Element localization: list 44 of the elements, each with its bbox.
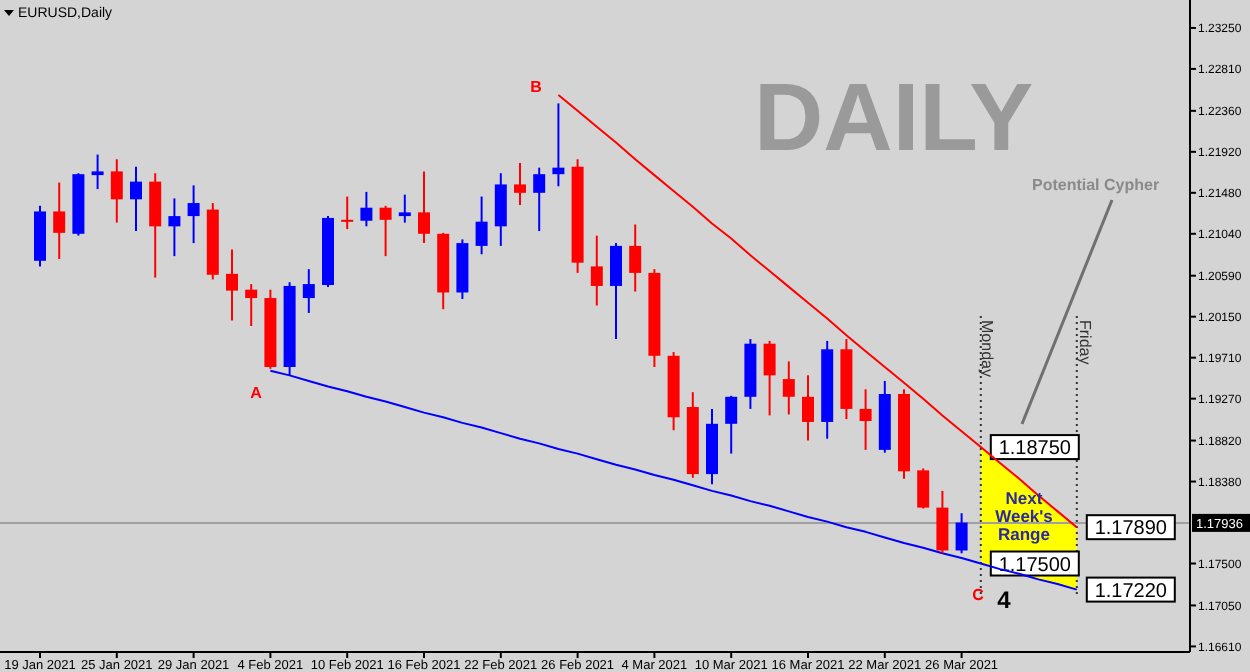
annotation: B [530,78,543,96]
candlestick [110,158,123,224]
candlestick [494,172,507,247]
candlestick [398,193,411,224]
candlestick [245,283,258,327]
annotation: Next Week's Range [995,488,1054,544]
data-label: 1.18750 [998,438,1072,461]
annotation: DAILY [754,66,1034,172]
annotation: Friday [1076,320,1094,365]
candlestick [360,190,373,228]
candlestick [802,374,814,442]
data-label: 1.17220 [1094,580,1168,603]
candlestick [302,268,315,314]
candlestick [341,195,354,231]
data-label: 1.17890 [1094,518,1168,541]
candlestick [418,170,430,245]
candlestick [149,172,162,279]
candlestick [610,242,622,341]
annotation: C [972,586,985,604]
candlestick [168,197,181,258]
candlestick [130,165,142,232]
candlestick [475,195,488,256]
candlestick [936,489,949,555]
candlestick [533,166,546,232]
candlestick [91,153,104,191]
candlestick [552,102,565,188]
candlestick [917,467,930,510]
candlestick [629,223,642,293]
annotation: 4 [997,586,1012,614]
annotation: Monday [978,320,996,377]
candlestick [725,394,738,455]
candlestick [763,339,776,417]
candlestick [379,204,392,258]
data-label: 1.17500 [998,554,1072,577]
candlestick [514,162,526,206]
candlestick [226,248,238,322]
candlestick [955,512,968,555]
annotation: Potential Cypher [1032,176,1160,194]
candlestick [187,184,200,245]
candlestick [53,181,66,260]
candlestick [782,360,795,416]
annotation: A [250,384,263,402]
candlestick [859,388,872,451]
candlestick [590,234,603,307]
